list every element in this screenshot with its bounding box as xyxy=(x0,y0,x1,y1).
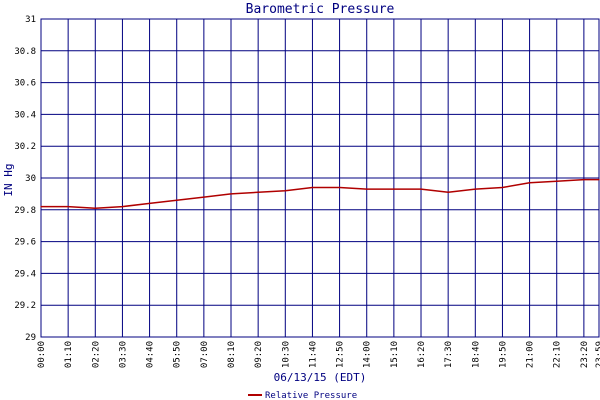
y-tick-label: 30.4 xyxy=(14,110,36,120)
y-axis-label: IN Hg xyxy=(2,163,15,196)
chart-title: Barometric Pressure xyxy=(246,2,395,17)
data-point xyxy=(176,199,178,201)
y-tick-label: 29 xyxy=(25,333,36,343)
x-tick-label: 02:20 xyxy=(91,341,101,368)
x-tick-label: 22:10 xyxy=(553,341,563,368)
data-point xyxy=(339,186,341,189)
x-tick-label: 21:00 xyxy=(526,341,536,368)
y-tick-label: 31 xyxy=(25,15,36,25)
x-tick-label: 00:00 xyxy=(37,341,47,368)
y-tick-label: 29.4 xyxy=(14,269,36,279)
y-tick-label: 30.2 xyxy=(14,142,36,152)
x-tick-label: 18:40 xyxy=(471,341,481,368)
data-point xyxy=(203,196,205,198)
x-axis-label: 06/13/15 (EDT) xyxy=(274,371,367,384)
data-point xyxy=(149,202,151,204)
grid-lines xyxy=(40,18,600,338)
x-tick-label: 14:00 xyxy=(363,341,373,368)
y-tick-label: 30 xyxy=(25,174,36,184)
data-point xyxy=(94,207,96,209)
y-tick-label: 29.2 xyxy=(14,301,36,311)
data-point xyxy=(230,193,232,195)
x-tick-label: 01:10 xyxy=(64,341,74,368)
data-point xyxy=(474,188,476,190)
data-point xyxy=(284,190,286,192)
x-tick-label: 10:30 xyxy=(281,341,291,368)
x-tick-label: 16:20 xyxy=(417,341,427,368)
data-point xyxy=(366,188,368,190)
series-layer xyxy=(40,178,600,209)
x-tick-label: 11:40 xyxy=(308,341,318,368)
x-tick-label: 08:10 xyxy=(227,341,237,368)
data-point xyxy=(393,188,395,190)
data-point xyxy=(67,206,69,208)
x-tick-labels: 00:00 01:10 02:20 03:30 04:40 05:50 07:00 08:10… xyxy=(37,341,600,368)
x-tick-label: 04:40 xyxy=(146,341,156,368)
x-tick-label: 17:30 xyxy=(444,341,454,368)
y-tick-label: 29.8 xyxy=(14,206,36,216)
series-line-relative-pressure xyxy=(41,178,599,209)
data-point xyxy=(40,206,42,208)
data-point xyxy=(501,186,503,189)
data-point xyxy=(447,191,449,193)
x-tick-label: 23:59 xyxy=(595,341,600,368)
data-point xyxy=(583,179,585,181)
data-point xyxy=(598,179,600,181)
y-tick-label: 29.6 xyxy=(14,238,36,248)
x-tick-label: 19:50 xyxy=(498,341,508,368)
data-point xyxy=(420,188,422,190)
y-tick-labels: 31 30.8 30.6 30.4 30.2 30 29.8 29.6 29.4 29.2 29 xyxy=(14,15,36,343)
data-point xyxy=(311,186,313,189)
y-tick-label: 30.8 xyxy=(14,47,36,57)
x-tick-label: 09:20 xyxy=(254,341,264,368)
x-tick-label: 15:10 xyxy=(390,341,400,368)
data-point xyxy=(556,180,558,182)
x-tick-label: 07:00 xyxy=(200,341,210,368)
data-point xyxy=(257,191,259,193)
y-tick-label: 30.6 xyxy=(14,79,36,89)
legend-label: Relative Pressure xyxy=(265,391,357,400)
data-point xyxy=(529,182,531,184)
x-tick-label: 23:20 xyxy=(580,341,590,368)
x-tick-label: 12:50 xyxy=(336,341,346,368)
data-point xyxy=(121,206,123,208)
x-tick-label: 03:30 xyxy=(118,341,128,368)
x-tick-label: 05:50 xyxy=(173,341,183,368)
